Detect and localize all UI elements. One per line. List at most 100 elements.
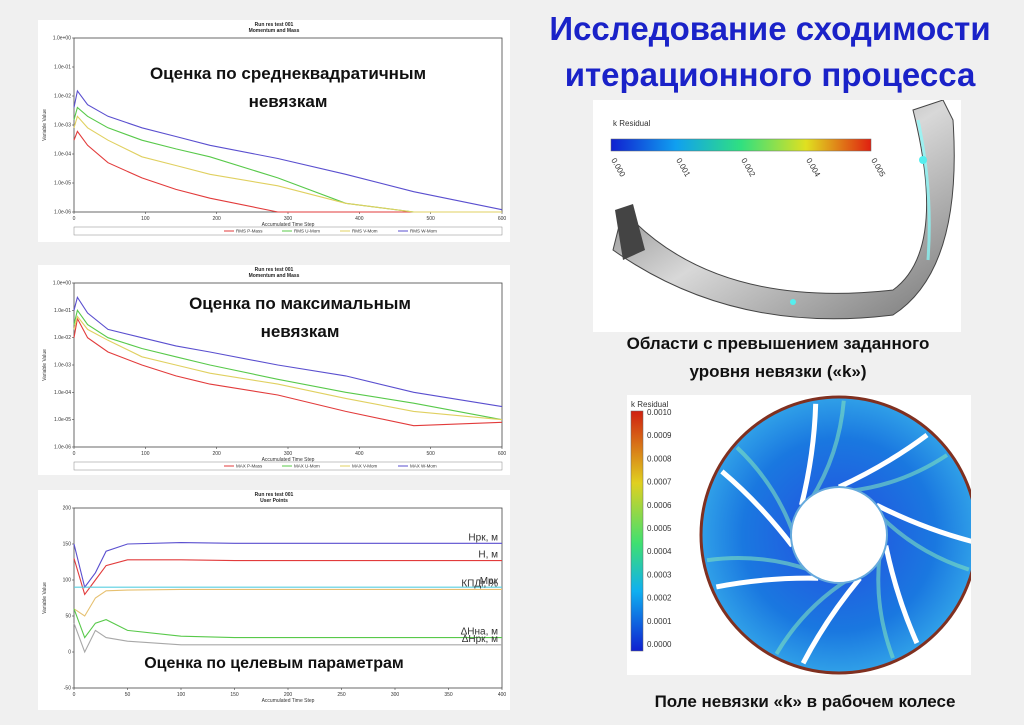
x-tick-label: 100 <box>141 451 150 457</box>
y-axis-label: Variable Value <box>42 582 48 614</box>
y-tick-label: 0 <box>68 650 71 656</box>
y-tick-label: 1.0e-04 <box>54 390 71 396</box>
y-tick-label: 1.0e-02 <box>54 94 71 100</box>
x-tick-label: 200 <box>284 692 293 698</box>
x-tick-label: 100 <box>141 216 150 222</box>
top-colorbar-ticks: 0.000 0.001 0.002 0.004 0.005 <box>609 157 887 179</box>
bottom-colorbar <box>630 410 644 652</box>
legend-label: RMS U-Mom <box>294 229 320 234</box>
x-tick-label: 200 <box>212 216 221 222</box>
x-axis-label: Accumulated Time Step <box>262 457 315 463</box>
chart-title: Run res test 001 <box>255 22 294 28</box>
impeller-blade <box>875 502 973 544</box>
bottom-colorbar-ticks: 0.0010 0.0009 0.0008 0.0007 0.0006 0.0005 0.00… <box>647 408 672 649</box>
target-caption: Оценка по целевым параметрам <box>144 655 404 672</box>
series-label: Н, м <box>478 550 498 561</box>
regions-caption-line2: уровня невязки («k») <box>689 362 867 381</box>
legend-label: RMS P-Mass <box>236 229 263 234</box>
legend-label: MAX P-Mass <box>236 464 263 469</box>
impeller-blades <box>706 400 973 665</box>
x-axis-label: Accumulated Time Step <box>262 698 315 704</box>
legend-label: MAX V-Mom <box>352 464 378 469</box>
residual-band <box>878 513 970 572</box>
series-line <box>73 542 502 589</box>
blade-residual-contour-panel: k Residual 0.000 0.001 0.002 0.004 0.005 <box>593 99 961 332</box>
series-label: Мрк <box>480 576 499 587</box>
residual-band <box>774 577 851 655</box>
y-tick-label: 100 <box>63 578 72 584</box>
impeller-blade <box>883 545 920 645</box>
bottom-colorbar-tick: 0.0006 <box>647 501 672 510</box>
field-caption: Поле невязки «k» в рабочем колесе <box>595 688 1015 716</box>
target-parameters-chart-panel: Run res test 001 User Points -50 0 50 100 150 2… <box>38 490 510 710</box>
chart-subtitle: User Points <box>260 498 288 504</box>
residual-band <box>876 554 895 659</box>
bottom-colorbar-tick: 0.0000 <box>647 640 672 649</box>
bottom-colorbar-tick: 0.0004 <box>647 547 672 556</box>
top-colorbar <box>610 138 872 152</box>
y-tick-label: 1.0e+00 <box>53 36 71 42</box>
chart-title: Run res test 001 <box>255 267 294 273</box>
field-caption-text: Поле невязки «k» в рабочем колесе <box>654 692 956 711</box>
y-tick-label: 50 <box>65 614 71 620</box>
y-tick-label: 1.0e-05 <box>54 181 71 187</box>
y-tick-label: 1.0e-03 <box>54 363 71 369</box>
x-tick-label: 250 <box>337 692 346 698</box>
series-label: КПДг, % <box>461 578 498 589</box>
top-colorbar-tick: 0.001 <box>674 157 692 179</box>
x-tick-label: 0 <box>73 216 76 222</box>
max-residuals-chart-panel: Run res test 001 Momentum and Mass 1.0e-06… <box>38 265 510 475</box>
x-tick-label: 0 <box>73 451 76 457</box>
max-caption: Оценка по максимальным невязкам <box>140 290 460 346</box>
bottom-colorbar-tick: 0.0009 <box>647 431 672 440</box>
bottom-colorbar-tick: 0.0007 <box>647 478 672 487</box>
top-colorbar-tick: 0.005 <box>869 157 887 179</box>
rms-caption: Оценка по среднеквадратичным невязкам <box>108 60 468 116</box>
bottom-colorbar-tick: 0.0003 <box>647 570 672 579</box>
top-colorbar-tick: 0.000 <box>609 157 627 179</box>
residual-spot <box>790 299 796 305</box>
blade-residual-contour: k Residual 0.000 0.001 0.002 0.004 0.005 <box>609 99 955 320</box>
legend-box <box>73 226 503 236</box>
legend-label: MAX U-Mom <box>294 464 320 469</box>
series-line <box>73 623 502 654</box>
y-tick-label: 1.0e-03 <box>54 123 71 129</box>
impeller-blade <box>799 403 819 506</box>
residual-band <box>706 555 812 573</box>
y-tick-label: 1.0e-05 <box>54 417 71 423</box>
y-tick-label: 1.0e-01 <box>54 65 71 71</box>
impeller-hub <box>790 486 888 584</box>
x-tick-label: 500 <box>426 451 435 457</box>
x-tick-label: 300 <box>391 692 400 698</box>
max-caption-line1: Оценка по максимальным <box>189 294 411 313</box>
y-tick-label: 1.0e-02 <box>54 335 71 341</box>
impeller-residual-field-panel: k Residual 0.0010 0.0009 0.0008 0.0007 0.000… <box>627 395 979 675</box>
series-line <box>73 608 502 639</box>
residual-band <box>735 446 796 536</box>
impeller-blade <box>720 469 795 548</box>
series-line <box>73 588 502 617</box>
impeller-residual-field: k Residual 0.0010 0.0009 0.0008 0.0007 0.000… <box>630 395 979 675</box>
bottom-legend-title: k Residual <box>631 400 669 409</box>
legend-box <box>73 461 503 471</box>
x-tick-label: 300 <box>284 451 293 457</box>
bottom-colorbar-tick: 0.0008 <box>647 454 672 463</box>
chart-subtitle: Momentum and Mass <box>249 28 300 34</box>
blade-inlet-face <box>615 204 645 260</box>
x-tick-label: 150 <box>230 692 239 698</box>
series-line <box>73 315 503 421</box>
y-tick-label: 1.0e+00 <box>53 281 71 287</box>
x-tick-label: 200 <box>212 451 221 457</box>
max-caption-line2: невязкам <box>260 322 340 341</box>
rms-caption-line1: Оценка по среднеквадратичным <box>149 64 427 83</box>
x-tick-label: 500 <box>426 216 435 222</box>
slide-title-line1: Исследование сходимости <box>549 10 991 47</box>
impeller-blade <box>715 575 819 590</box>
bottom-colorbar-tick: 0.0005 <box>647 524 672 533</box>
slide-title: Исследование сходимости итерационного пр… <box>520 6 1020 98</box>
residual-spot-edge <box>916 119 931 261</box>
legend-label: RMS V-Mom <box>352 229 378 234</box>
y-tick-label: 1.0e-06 <box>54 210 71 216</box>
y-tick-label: 1.0e-01 <box>54 308 71 314</box>
